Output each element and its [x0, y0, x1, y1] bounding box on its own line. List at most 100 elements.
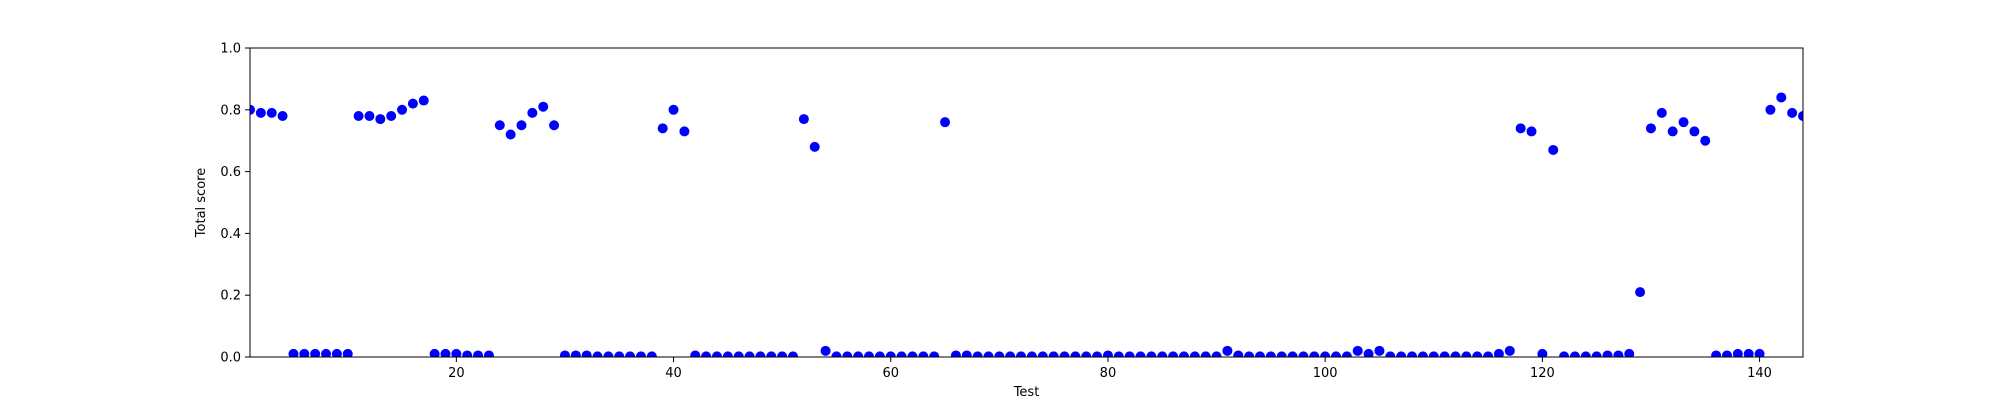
- data-point: [527, 107, 538, 118]
- x-tick-label: 40: [665, 366, 682, 381]
- x-tick-label: 140: [1747, 366, 1772, 381]
- data-point: [646, 351, 657, 357]
- data-point: [494, 120, 505, 131]
- data-point: [1287, 351, 1298, 357]
- data-point: [885, 351, 896, 357]
- data-point: [1113, 351, 1124, 357]
- data-point: [1417, 351, 1428, 357]
- data-point: [549, 120, 560, 131]
- data-point: [1276, 351, 1287, 357]
- data-point: [864, 351, 875, 357]
- y-tick-label: 0.4: [220, 227, 241, 242]
- plot-area: [250, 92, 1803, 357]
- data-point: [1798, 110, 1803, 121]
- data-point: [994, 351, 1005, 357]
- data-point: [625, 351, 636, 357]
- data-point: [788, 351, 799, 357]
- data-point: [592, 351, 603, 357]
- data-point: [407, 98, 418, 109]
- data-point: [1385, 351, 1396, 357]
- data-point: [614, 351, 625, 357]
- y-axis-label: Total score: [194, 168, 209, 238]
- data-point: [766, 351, 777, 357]
- data-point: [505, 129, 516, 140]
- data-point: [1483, 351, 1494, 357]
- data-point: [353, 110, 364, 121]
- data-point: [842, 351, 853, 357]
- axes-frame: [249, 47, 1804, 358]
- data-point: [853, 351, 864, 357]
- data-point: [1559, 351, 1570, 357]
- data-point: [1178, 351, 1189, 357]
- data-point: [429, 348, 440, 357]
- data-point: [896, 351, 907, 357]
- data-point: [255, 107, 266, 118]
- data-point: [331, 348, 342, 357]
- data-point: [1244, 351, 1255, 357]
- data-point: [668, 104, 679, 115]
- data-point: [288, 348, 299, 357]
- data-point: [1037, 351, 1048, 357]
- data-point: [1450, 351, 1461, 357]
- x-tick-label: 20: [448, 366, 465, 381]
- data-point: [690, 350, 701, 357]
- data-point: [1298, 351, 1309, 357]
- data-point: [961, 350, 972, 357]
- data-point: [1461, 351, 1472, 357]
- data-point: [1472, 351, 1483, 357]
- data-point: [1374, 345, 1385, 356]
- y-tick-label: 0.2: [220, 289, 241, 304]
- data-point: [364, 110, 375, 121]
- data-point: [657, 123, 668, 134]
- x-tick-label: 60: [882, 366, 899, 381]
- data-point: [1515, 123, 1526, 134]
- data-point: [1168, 351, 1179, 357]
- data-point: [1222, 345, 1233, 356]
- data-point: [1124, 351, 1135, 357]
- data-point: [1396, 351, 1407, 357]
- data-point: [440, 348, 451, 357]
- data-point: [1254, 351, 1265, 357]
- data-point: [1493, 348, 1504, 357]
- data-point: [1667, 126, 1678, 137]
- data-point: [277, 110, 288, 121]
- data-point: [1721, 350, 1732, 357]
- data-point: [321, 348, 332, 357]
- x-tick-label: 120: [1530, 366, 1555, 381]
- data-point: [516, 120, 527, 131]
- data-point: [1059, 351, 1070, 357]
- data-point: [1591, 351, 1602, 357]
- data-point: [1678, 117, 1689, 128]
- data-point: [397, 104, 408, 115]
- data-point: [1092, 351, 1103, 357]
- data-point: [559, 350, 570, 357]
- data-point: [1428, 351, 1439, 357]
- data-point: [1341, 351, 1352, 357]
- data-point: [1363, 348, 1374, 357]
- data-point: [744, 351, 755, 357]
- data-point: [950, 350, 961, 357]
- data-point: [1005, 351, 1016, 357]
- data-point: [1613, 350, 1624, 357]
- data-point: [1580, 351, 1591, 357]
- data-point: [918, 351, 929, 357]
- data-point: [538, 101, 549, 112]
- data-point: [1645, 123, 1656, 134]
- data-point: [310, 348, 321, 357]
- data-point: [473, 350, 484, 357]
- data-point: [701, 351, 712, 357]
- data-point: [1211, 351, 1222, 357]
- data-point: [809, 141, 820, 152]
- data-point: [1504, 345, 1515, 356]
- data-point: [1569, 351, 1580, 357]
- data-point: [983, 351, 994, 357]
- data-point: [755, 351, 766, 357]
- data-point: [570, 350, 581, 357]
- y-tick-label: 0.0: [220, 351, 241, 366]
- y-tick-label: 0.6: [220, 165, 241, 180]
- data-point: [1135, 351, 1146, 357]
- data-point: [940, 117, 951, 128]
- data-point: [1624, 348, 1635, 357]
